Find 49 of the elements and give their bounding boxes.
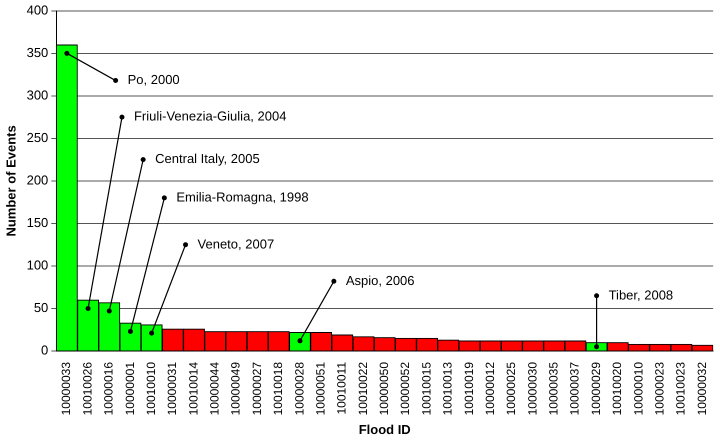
x-tick-label: 10010014: [186, 362, 200, 416]
annotation: Friuli-Venezia-Giulia, 2004: [134, 108, 286, 124]
x-tick-label: 10010010: [144, 362, 158, 416]
x-tick-label: 10000016: [102, 362, 116, 416]
x-tick-label: 10010018: [271, 362, 286, 416]
x-tick-label: 10000030: [525, 362, 540, 416]
x-tick-label: 10010011: [334, 362, 349, 415]
x-tick-label: 10000037: [568, 362, 582, 416]
x-tick-label: 10000001: [122, 362, 137, 416]
x-tick-label: 10000029: [588, 362, 603, 416]
annotation: Central Italy, 2005: [155, 151, 260, 166]
annotation: Tiber, 2008: [608, 287, 674, 302]
x-tick-label: 10010023: [674, 362, 688, 416]
x-tick-label: 10000051: [313, 362, 328, 416]
x-axis-title: Flood ID: [358, 422, 411, 437]
y-tick-label: 250: [26, 130, 48, 145]
x-tick-label: 10000032: [694, 362, 709, 416]
y-tick-label: 50: [34, 300, 48, 316]
x-tick-label: 10010022: [356, 362, 370, 416]
annotation: Aspio, 2006: [346, 272, 415, 288]
x-tick-label: 10000049: [228, 362, 243, 416]
x-tick-label: 10010015: [419, 362, 434, 416]
x-tick-label: 10000052: [398, 362, 412, 416]
annotation: Emilia-Romagna, 1998: [176, 189, 309, 204]
x-tick-label: 10000027: [250, 362, 264, 416]
annotation: Po, 2000: [128, 72, 180, 88]
x-tick-label: 10000010: [631, 362, 646, 416]
x-tick-label: 10000033: [59, 362, 74, 416]
y-tick-label: 0: [41, 342, 48, 358]
y-axis-title: Number of Events: [3, 125, 18, 237]
x-tick-label: 10000025: [504, 362, 518, 416]
y-tick-label: 400: [26, 2, 48, 18]
y-tick-label: 100: [26, 258, 48, 273]
x-tick-label: 10000035: [546, 362, 561, 416]
y-tick-label: 150: [26, 215, 48, 230]
y-tick-label: 350: [26, 44, 48, 60]
x-tick-label: 10000028: [292, 362, 306, 416]
y-tick-label: 200: [26, 172, 48, 188]
x-tick-label: 10000031: [165, 362, 180, 416]
x-tick-label: 10000012: [482, 362, 497, 416]
x-tick-label: 10010019: [462, 362, 476, 416]
x-tick-label: 10000023: [652, 362, 666, 416]
annotation: Veneto, 2007: [198, 236, 274, 252]
x-tick-label: 10010020: [610, 362, 624, 416]
x-tick-label: 10000044: [208, 362, 222, 416]
x-tick-label: 10010013: [440, 362, 455, 416]
y-tick-label: 300: [26, 87, 48, 102]
x-tick-label: 10000050: [377, 362, 392, 416]
x-tick-label: 10010026: [80, 362, 94, 416]
